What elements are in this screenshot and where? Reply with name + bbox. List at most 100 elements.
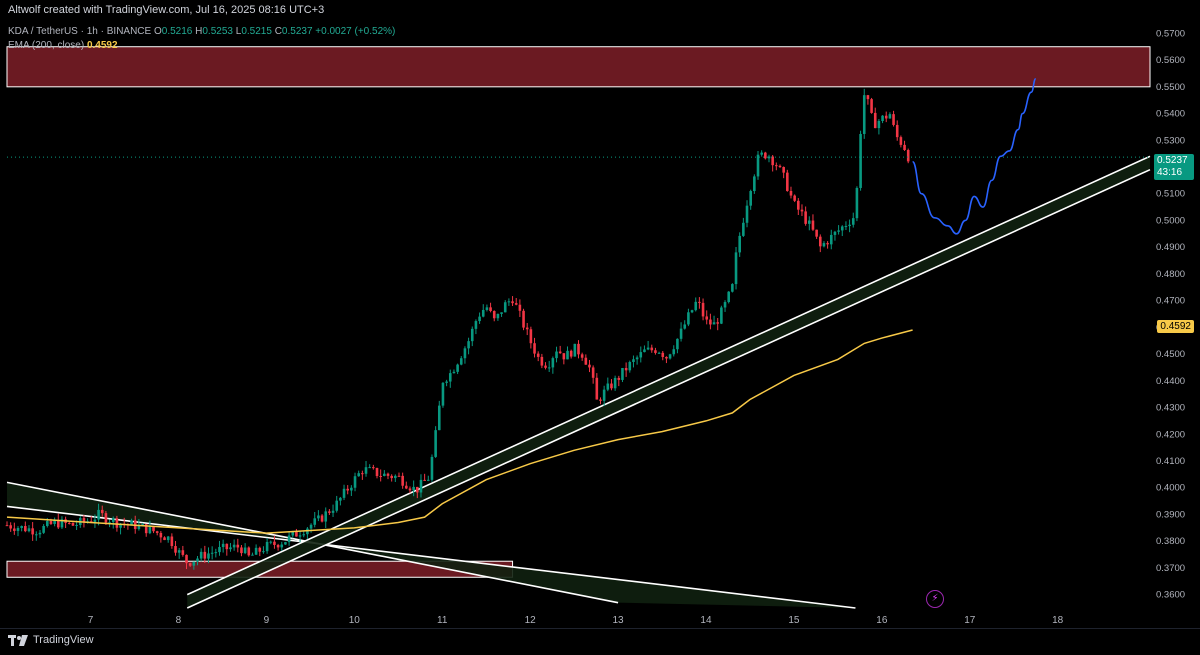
candle-up [324,511,328,522]
candle-down [89,521,93,523]
ema-legend[interactable]: EMA (200, close) 0.4592 [8,40,118,51]
last-price-tag: 0.5237 43:16 [1154,154,1194,180]
candle-down [115,518,119,528]
candle-up [877,120,881,129]
candle-up [463,348,467,359]
candle-up [690,310,694,313]
candle-up [437,405,441,431]
candle-up [639,352,643,358]
candle-down [771,156,774,166]
candle-up [727,291,731,303]
y-tick-label: 0.4000 [1156,483,1185,494]
candle-up [657,352,661,354]
change-value: +0.0027 (+0.52%) [315,26,396,37]
candle-down [892,114,895,125]
candle-up [635,357,639,360]
x-tick-label: 14 [700,615,712,626]
low-label: L [235,26,242,37]
candle-down [49,520,53,524]
candle-down [698,301,701,303]
candle-up [108,522,111,524]
open-label: O [153,26,162,37]
candle-up [753,176,756,192]
candle-up [474,321,478,329]
candle-down [401,475,404,486]
y-tick-label: 0.5700 [1156,28,1185,39]
candle-down [320,515,324,522]
candle-up [42,525,45,533]
candle-up [38,532,42,535]
candle-up [551,358,555,368]
candle-down [397,475,401,477]
candle-up [339,497,342,501]
candle-up [137,524,141,530]
candle-down [617,377,621,380]
candle-up [837,230,840,232]
top-bar: Altwolf created with TradingView.com, Ju… [0,0,1200,20]
candle-up [350,487,353,491]
candle-up [364,467,368,474]
candle-down [375,467,379,476]
lightning-icon[interactable]: ⚡ [926,590,944,608]
candle-up [196,558,199,562]
candle-up [243,547,247,554]
candle-up [822,243,826,247]
candle-up [75,524,78,526]
bottom-bar [0,628,1200,655]
candle-down [225,543,229,550]
candle-down [588,364,591,368]
candle-up [840,226,844,231]
brand-name: TradingView [33,634,94,646]
candle-up [573,343,577,357]
price-chart[interactable]: 0.3600 0.3700 0.3800 0.3900 0.4000 0.4100 0.42… [0,20,1200,628]
y-tick-label: 0.4300 [1156,403,1185,414]
y-tick-label: 0.3900 [1156,509,1185,520]
candle-up [829,234,833,245]
x-tick-label: 8 [176,615,182,626]
candle-up [547,367,551,369]
x-tick-label: 11 [437,615,448,626]
candle-down [895,124,899,138]
candle-up [679,328,683,339]
falling-channel-fill [7,482,856,608]
candle-up [45,520,49,526]
byline: Altwolf created with TradingView.com, Ju… [8,4,325,16]
y-tick-label: 0.4800 [1156,269,1185,280]
candle-down [826,243,829,245]
candle-up [723,302,727,308]
candle-down [188,563,192,566]
candle-up [621,367,624,380]
candle-down [624,367,628,371]
ema-legend-value: 0.4592 [86,40,118,51]
candle-down [31,528,34,535]
candle-down [170,536,174,547]
candle-up [668,354,672,359]
candle-up [53,519,56,524]
x-tick-label: 7 [88,615,94,626]
candle-down [258,547,262,552]
rising-channel-lower-line [186,168,1151,609]
falling-channel-lower-line [6,505,856,609]
candle-up [394,475,397,479]
candle-down [562,353,566,360]
candle-down [782,167,785,173]
candle-down [155,531,159,533]
x-tick-label: 15 [788,615,800,626]
y-tick-label: 0.5000 [1156,215,1185,226]
low-value: 0.5215 [241,26,272,37]
high-label: H [195,26,203,37]
last-price-value: 0.5237 [1157,155,1188,166]
candle-up [251,554,254,556]
candle-up [111,518,115,523]
tradingview-brand[interactable]: TradingView [8,634,94,646]
candle-up [199,551,203,559]
x-tick-label: 10 [349,615,361,626]
candle-down [247,547,251,556]
rising-channel-upper-line [186,155,1151,596]
candle-up [485,307,489,310]
candle-down [778,165,782,168]
y-tick-label: 0.4700 [1156,296,1185,307]
candle-up [760,152,763,155]
y-tick-label: 0.5600 [1156,55,1185,66]
candle-up [467,341,470,349]
